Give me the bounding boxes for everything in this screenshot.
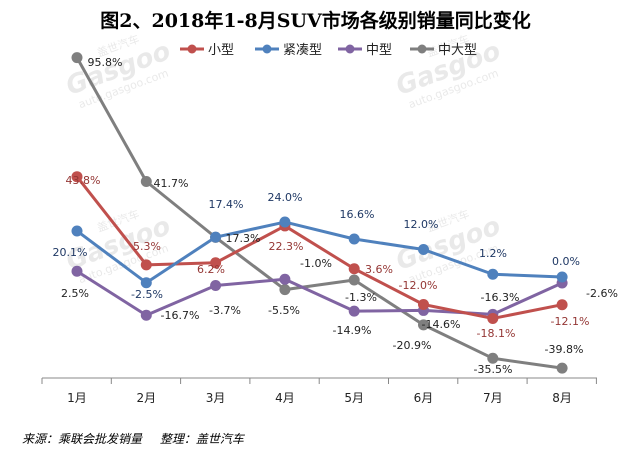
legend-marker-2 [345, 44, 355, 54]
data-label-2-7: -2.6% [586, 287, 618, 300]
data-point-2-2 [210, 279, 222, 291]
data-label-3-1: 41.7% [154, 177, 189, 190]
data-point-2-1 [140, 309, 152, 321]
x-tick-label: 5月 [344, 391, 364, 405]
legend-label-0: 小型 [208, 43, 234, 58]
legend-marker-1 [262, 44, 272, 54]
editor-text: 整理：盖世汽车 [159, 432, 244, 446]
data-point-3-3 [279, 284, 291, 296]
source-text: 来源：乘联会批发销量 [22, 432, 143, 446]
data-label-3-4: -1.3% [345, 291, 377, 304]
x-tick-label: 7月 [483, 391, 503, 405]
data-label-1-1: -2.5% [131, 288, 163, 301]
data-label-0-4: 3.6% [365, 263, 393, 276]
data-point-1-1 [140, 277, 152, 289]
data-label-1-7: 0.0% [552, 255, 580, 268]
chart-title: 图2、2018年1-8月SUV市场各级别销量同比变化 [100, 10, 531, 32]
data-label-3-7: -39.8% [545, 343, 584, 356]
data-point-0-5 [418, 298, 429, 310]
x-tick-label: 8月 [552, 391, 572, 405]
data-point-1-3 [279, 216, 291, 228]
data-point-1-5 [418, 244, 429, 256]
data-label-2-3: -1.0% [300, 257, 332, 270]
data-label-2-5: -14.6% [422, 318, 461, 331]
x-tick-label: 3月 [206, 391, 226, 405]
series-line-2 [76, 270, 563, 317]
data-label-2-0: 2.5% [61, 287, 89, 300]
legend-label-1: 紧凑型 [283, 43, 322, 58]
data-label-0-7: -12.1% [551, 315, 590, 328]
data-point-3-0 [71, 52, 83, 64]
data-label-2-6: -16.3% [481, 291, 520, 304]
data-point-1-6 [487, 268, 499, 280]
data-label-0-3: 22.3% [269, 240, 304, 253]
data-point-0-7 [556, 299, 568, 311]
data-label-3-6: -35.5% [474, 363, 513, 376]
data-point-1-7 [556, 271, 568, 283]
data-point-0-1 [140, 259, 152, 271]
data-label-2-1: -16.7% [161, 309, 200, 322]
data-point-1-4 [348, 233, 360, 245]
data-point-2-4 [348, 305, 360, 317]
data-point-1-0 [71, 225, 83, 237]
data-point-0-2 [210, 257, 222, 269]
data-point-2-0 [71, 265, 83, 277]
data-point-3-5 [418, 319, 429, 331]
data-label-0-0: 43.8% [66, 174, 101, 187]
series-line-1 [76, 220, 563, 285]
data-label-2-2: -3.7% [209, 304, 241, 317]
data-label-3-2: 17.3% [226, 232, 261, 245]
data-point-2-3 [279, 273, 291, 285]
data-label-1-6: 1.2% [479, 247, 507, 260]
data-point-3-7 [556, 362, 568, 374]
data-label-1-5: 12.0% [404, 218, 439, 231]
legend-label-3: 中大型 [438, 43, 477, 58]
legend-marker-0 [187, 44, 197, 54]
data-point-0-4 [348, 263, 360, 275]
x-tick-label: 1月 [67, 391, 87, 405]
data-label-2-4: -14.9% [333, 324, 372, 337]
data-label-0-2: 6.2% [197, 263, 225, 276]
x-tick-label: 4月 [275, 391, 295, 405]
x-tick-label: 2月 [136, 391, 156, 405]
data-point-0-6 [487, 312, 499, 324]
data-label-0-6: -18.1% [477, 327, 516, 340]
data-label-3-5: -20.9% [393, 339, 432, 352]
data-label-1-4: 16.6% [340, 208, 375, 221]
data-point-0-0 [71, 171, 83, 183]
footer: 来源：乘联会批发销量 整理：盖世汽车 [22, 430, 258, 447]
series-line-0 [75, 175, 563, 320]
data-label-0-5: -12.0% [399, 279, 438, 292]
series-line-3 [75, 56, 563, 370]
data-point-3-1 [140, 176, 152, 188]
data-label-0-1: 5.3% [133, 240, 161, 253]
legend-marker-3 [417, 44, 427, 54]
data-point-1-2 [210, 231, 222, 243]
data-point-3-4 [348, 274, 360, 286]
data-label-3-3: -5.5% [268, 304, 300, 317]
legend-label-2: 中型 [366, 43, 392, 58]
x-tick-label: 6月 [414, 391, 434, 405]
data-label-1-3: 24.0% [268, 191, 303, 204]
data-label-1-0: 20.1% [53, 246, 88, 259]
data-point-3-6 [487, 352, 499, 364]
data-label-3-0: 95.8% [88, 56, 123, 69]
data-label-1-2: 17.4% [209, 198, 244, 211]
